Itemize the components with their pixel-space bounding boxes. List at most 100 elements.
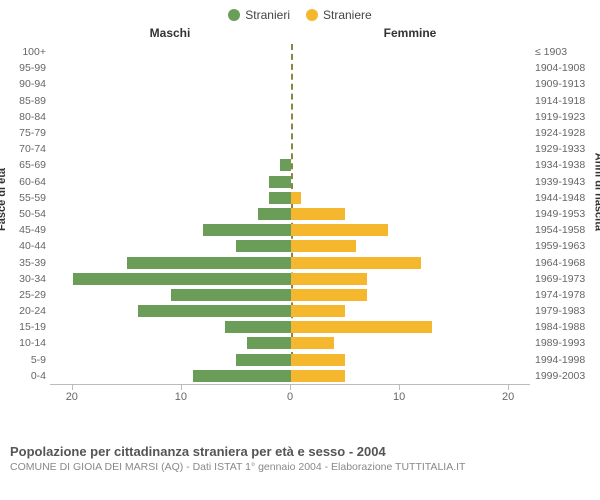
female-bar bbox=[291, 337, 335, 349]
age-row: 95-991904-1908 bbox=[51, 60, 530, 76]
plot-area: 100+≤ 190395-991904-190890-941909-191385… bbox=[50, 44, 530, 384]
x-tick bbox=[399, 385, 400, 390]
female-bar bbox=[291, 224, 389, 236]
male-half bbox=[51, 125, 291, 141]
x-tick-label: 10 bbox=[393, 391, 405, 403]
male-bar bbox=[269, 176, 291, 188]
x-tick-label: 20 bbox=[66, 391, 78, 403]
birth-year-label: 1914-1918 bbox=[535, 95, 595, 107]
population-pyramid-chart: Maschi Femmine Fasce di età Anni di nasc… bbox=[0, 26, 600, 436]
male-half bbox=[51, 141, 291, 157]
female-half bbox=[291, 319, 531, 335]
caption: Popolazione per cittadinanza straniera p… bbox=[0, 436, 600, 459]
female-half bbox=[291, 141, 531, 157]
male-half bbox=[51, 174, 291, 190]
birth-year-label: ≤ 1903 bbox=[535, 46, 595, 58]
female-bar bbox=[291, 370, 345, 382]
female-bar bbox=[291, 321, 433, 333]
x-axis: 201001020 bbox=[50, 384, 530, 408]
birth-year-label: 1989-1993 bbox=[535, 337, 595, 349]
male-half bbox=[51, 335, 291, 351]
female-half bbox=[291, 76, 531, 92]
birth-year-label: 1924-1928 bbox=[535, 127, 595, 139]
male-bar bbox=[193, 370, 291, 382]
age-label: 75-79 bbox=[4, 127, 46, 139]
male-half bbox=[51, 60, 291, 76]
birth-year-label: 1994-1998 bbox=[535, 354, 595, 366]
legend-item-male: Stranieri bbox=[228, 8, 290, 22]
male-half bbox=[51, 109, 291, 125]
age-label: 100+ bbox=[4, 46, 46, 58]
subcaption: COMUNE DI GIOIA DEI MARSI (AQ) - Dati IS… bbox=[0, 459, 600, 473]
male-bar bbox=[247, 337, 291, 349]
male-bar bbox=[138, 305, 290, 317]
birth-year-label: 1974-1978 bbox=[535, 289, 595, 301]
male-bar bbox=[73, 273, 291, 285]
age-label: 65-69 bbox=[4, 159, 46, 171]
x-tick bbox=[290, 385, 291, 390]
female-half bbox=[291, 44, 531, 60]
age-label: 85-89 bbox=[4, 95, 46, 107]
x-tick bbox=[181, 385, 182, 390]
male-half bbox=[51, 157, 291, 173]
birth-year-label: 1919-1923 bbox=[535, 111, 595, 123]
age-label: 50-54 bbox=[4, 208, 46, 220]
age-row: 70-741929-1933 bbox=[51, 141, 530, 157]
x-tick bbox=[508, 385, 509, 390]
legend-swatch-female bbox=[306, 9, 318, 21]
male-half bbox=[51, 222, 291, 238]
birth-year-label: 1929-1933 bbox=[535, 143, 595, 155]
birth-year-label: 1944-1948 bbox=[535, 192, 595, 204]
female-half bbox=[291, 125, 531, 141]
birth-year-label: 1979-1983 bbox=[535, 305, 595, 317]
male-half bbox=[51, 93, 291, 109]
female-bar bbox=[291, 273, 367, 285]
male-bar bbox=[203, 224, 290, 236]
section-titles: Maschi Femmine bbox=[50, 26, 530, 40]
male-half bbox=[51, 368, 291, 384]
age-label: 70-74 bbox=[4, 143, 46, 155]
female-half bbox=[291, 93, 531, 109]
legend-label-male: Stranieri bbox=[245, 8, 290, 22]
age-label: 60-64 bbox=[4, 176, 46, 188]
female-bar bbox=[291, 354, 345, 366]
female-half bbox=[291, 303, 531, 319]
female-half bbox=[291, 190, 531, 206]
female-half bbox=[291, 287, 531, 303]
male-half bbox=[51, 206, 291, 222]
age-label: 25-29 bbox=[4, 289, 46, 301]
male-half bbox=[51, 303, 291, 319]
male-half bbox=[51, 44, 291, 60]
age-row: 35-391964-1968 bbox=[51, 254, 530, 270]
female-bar bbox=[291, 192, 302, 204]
female-half bbox=[291, 60, 531, 76]
legend-item-female: Straniere bbox=[306, 8, 372, 22]
age-row: 90-941909-1913 bbox=[51, 76, 530, 92]
age-row: 65-691934-1938 bbox=[51, 157, 530, 173]
age-label: 90-94 bbox=[4, 78, 46, 90]
age-row: 30-341969-1973 bbox=[51, 271, 530, 287]
x-tick bbox=[72, 385, 73, 390]
age-row: 80-841919-1923 bbox=[51, 109, 530, 125]
female-bar bbox=[291, 289, 367, 301]
birth-year-label: 1964-1968 bbox=[535, 257, 595, 269]
female-bar bbox=[291, 240, 356, 252]
age-label: 80-84 bbox=[4, 111, 46, 123]
male-bar bbox=[280, 159, 291, 171]
birth-year-label: 1959-1963 bbox=[535, 240, 595, 252]
birth-year-label: 1904-1908 bbox=[535, 62, 595, 74]
male-bar bbox=[225, 321, 290, 333]
female-bar bbox=[291, 208, 345, 220]
age-row: 40-441959-1963 bbox=[51, 238, 530, 254]
age-label: 55-59 bbox=[4, 192, 46, 204]
male-half bbox=[51, 352, 291, 368]
x-tick-label: 10 bbox=[175, 391, 187, 403]
female-half bbox=[291, 271, 531, 287]
age-row: 100+≤ 1903 bbox=[51, 44, 530, 60]
female-half bbox=[291, 238, 531, 254]
male-bar bbox=[258, 208, 291, 220]
section-title-female: Femmine bbox=[290, 26, 530, 40]
female-half bbox=[291, 157, 531, 173]
female-half bbox=[291, 335, 531, 351]
female-half bbox=[291, 222, 531, 238]
